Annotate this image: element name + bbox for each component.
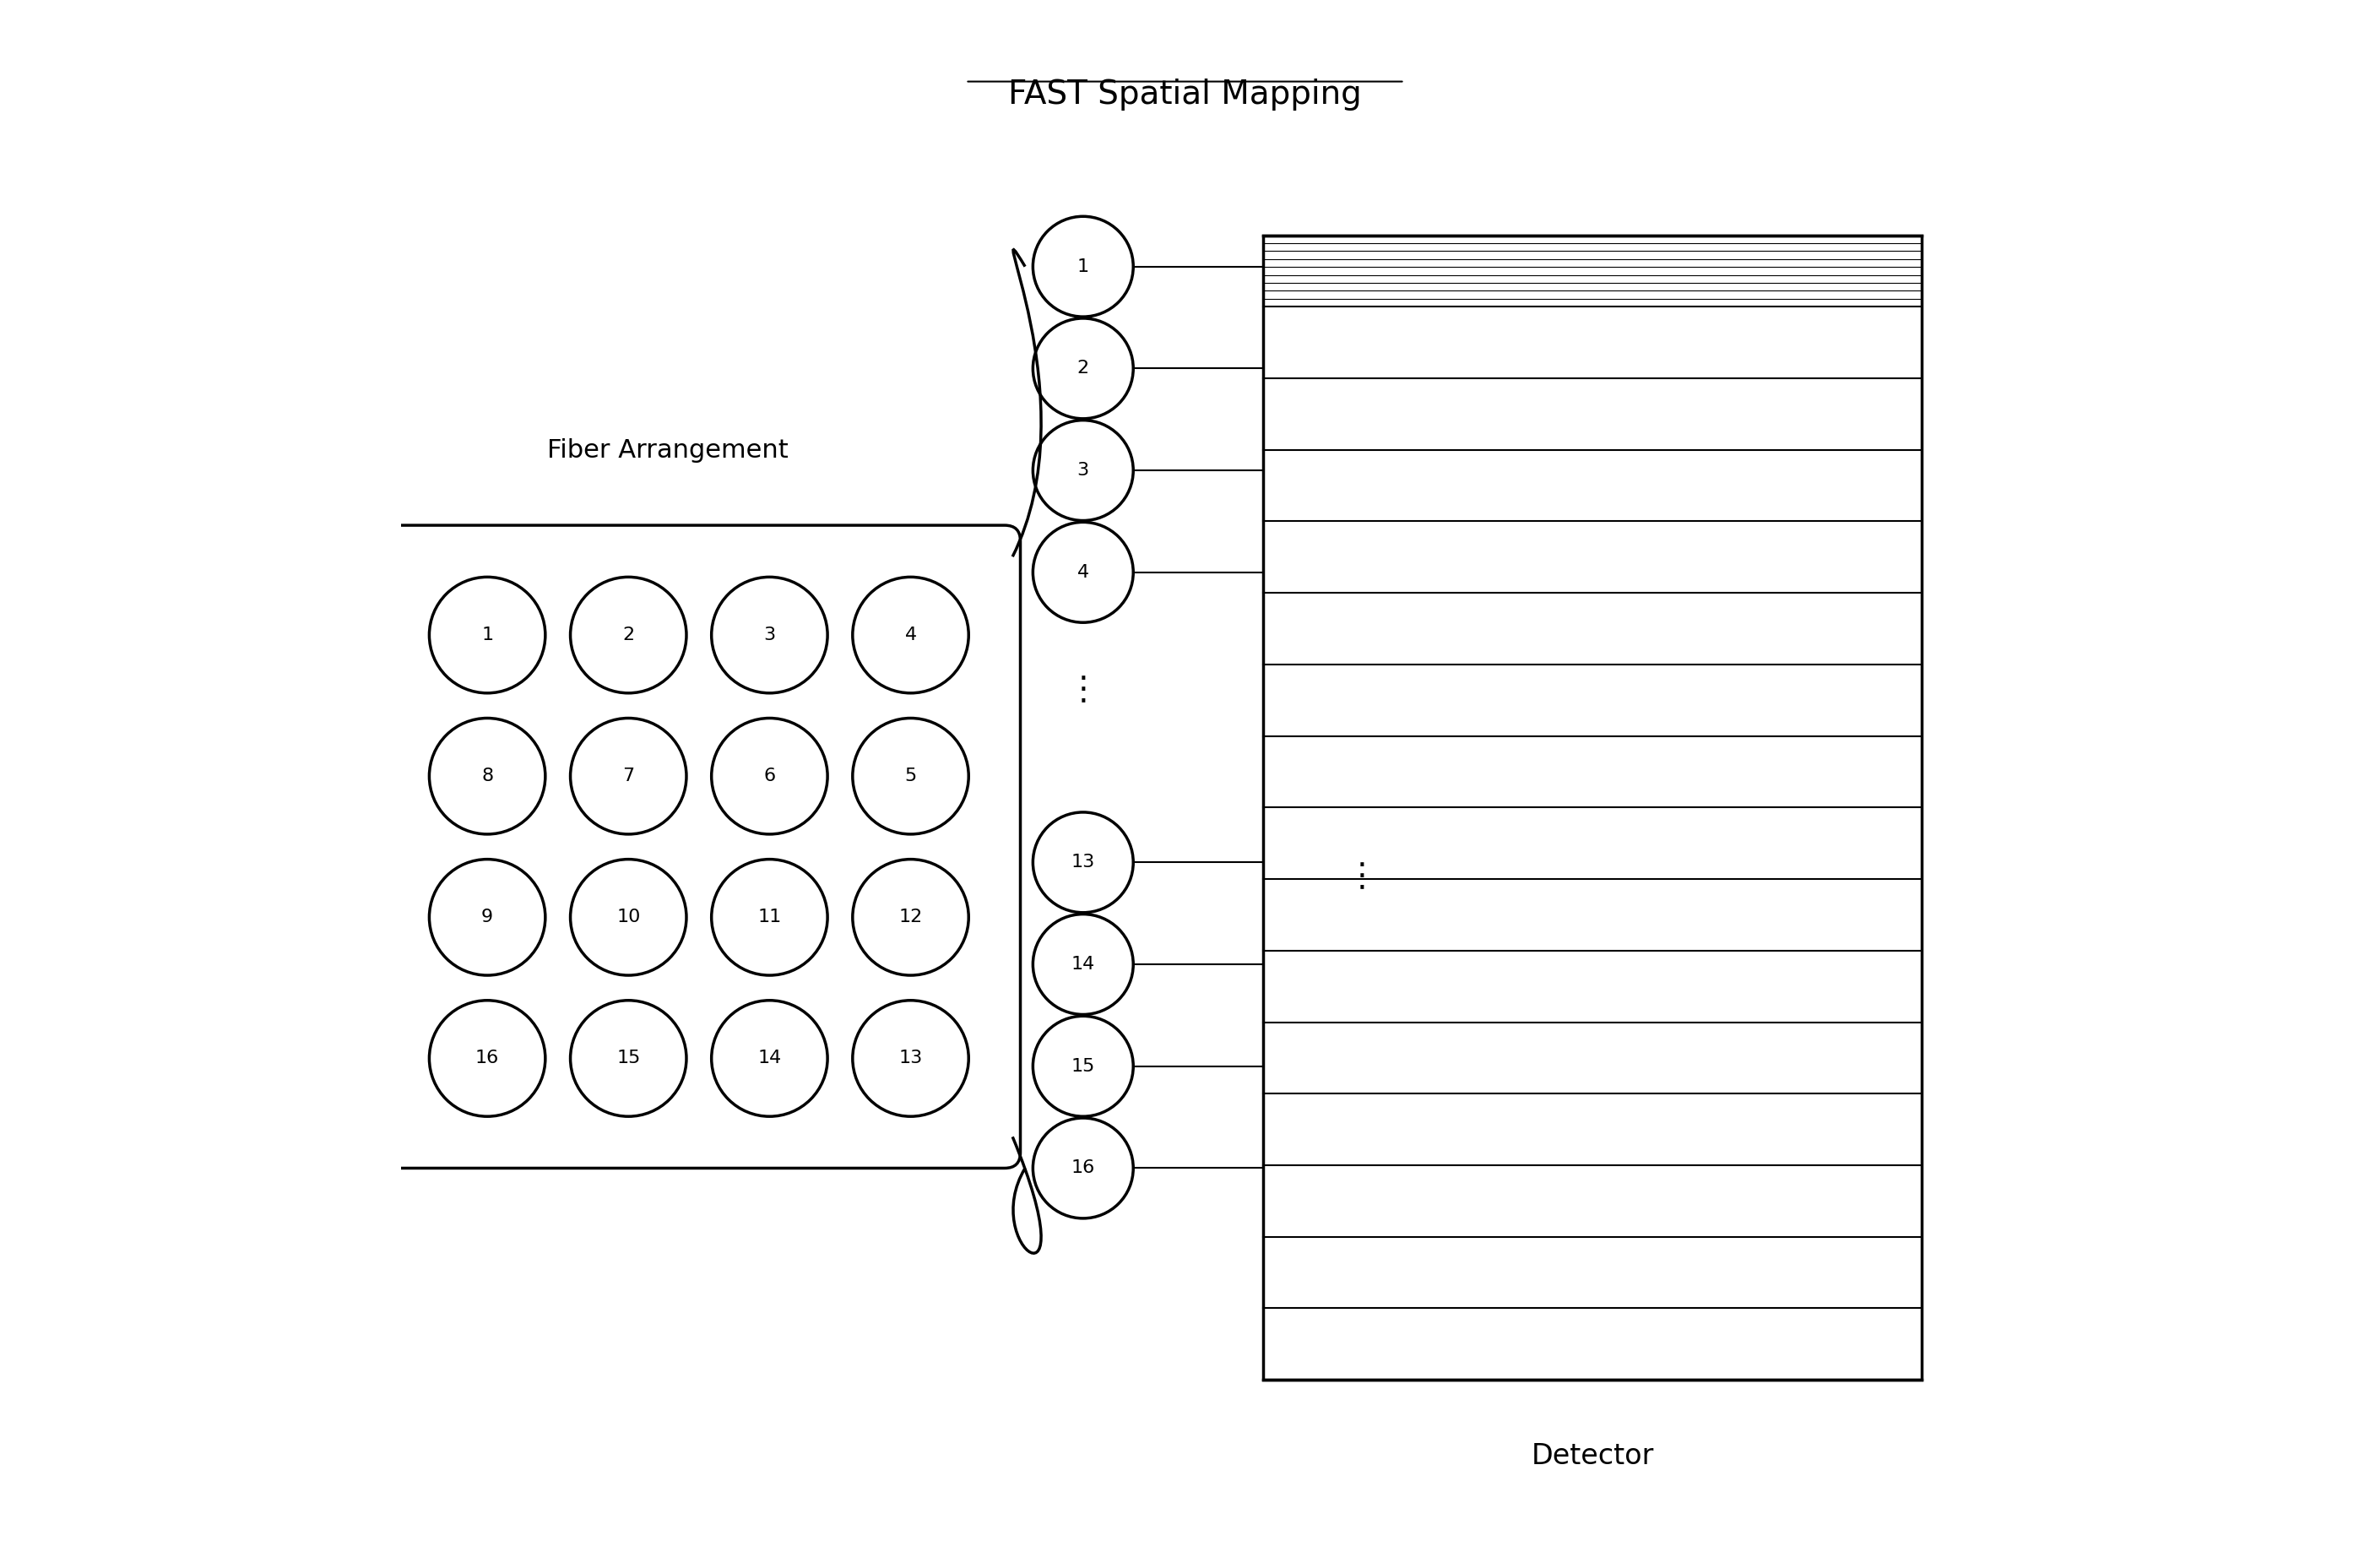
Text: Fiber Arrangement: Fiber Arrangement — [547, 437, 789, 463]
Circle shape — [1033, 914, 1133, 1014]
Text: ⋮: ⋮ — [1346, 861, 1379, 892]
Text: 16: 16 — [1071, 1160, 1095, 1176]
Circle shape — [429, 859, 545, 975]
Text: 2: 2 — [623, 627, 635, 643]
Text: 15: 15 — [616, 1051, 640, 1066]
Circle shape — [571, 859, 687, 975]
Circle shape — [853, 1000, 969, 1116]
Text: 3: 3 — [1076, 463, 1090, 478]
Text: 13: 13 — [1071, 855, 1095, 870]
Circle shape — [571, 1000, 687, 1116]
Text: 12: 12 — [898, 909, 922, 925]
Circle shape — [429, 718, 545, 834]
Circle shape — [711, 577, 827, 693]
Circle shape — [1033, 1118, 1133, 1218]
Circle shape — [853, 577, 969, 693]
Text: 6: 6 — [763, 768, 775, 784]
Text: 5: 5 — [905, 768, 917, 784]
Circle shape — [853, 859, 969, 975]
Text: 8: 8 — [481, 768, 493, 784]
Text: ⋮: ⋮ — [1067, 674, 1100, 706]
Circle shape — [1033, 420, 1133, 521]
Circle shape — [1033, 812, 1133, 913]
Text: 14: 14 — [1071, 956, 1095, 972]
Circle shape — [571, 718, 687, 834]
Text: 13: 13 — [898, 1051, 922, 1066]
Text: FAST Spatial Mapping: FAST Spatial Mapping — [1007, 78, 1363, 110]
Circle shape — [711, 859, 827, 975]
Text: 4: 4 — [905, 627, 917, 643]
Text: 16: 16 — [476, 1051, 500, 1066]
FancyBboxPatch shape — [377, 525, 1021, 1168]
Bar — [1263, 235, 1922, 1380]
Circle shape — [1033, 216, 1133, 317]
Circle shape — [853, 718, 969, 834]
Circle shape — [1033, 522, 1133, 622]
Text: 4: 4 — [1076, 564, 1090, 580]
Circle shape — [1033, 1016, 1133, 1116]
Text: 9: 9 — [481, 909, 493, 925]
Text: 1: 1 — [481, 627, 493, 643]
Circle shape — [711, 718, 827, 834]
Circle shape — [1033, 318, 1133, 419]
Text: 11: 11 — [758, 909, 782, 925]
Text: 14: 14 — [758, 1051, 782, 1066]
Text: 15: 15 — [1071, 1058, 1095, 1074]
Circle shape — [571, 577, 687, 693]
Circle shape — [429, 1000, 545, 1116]
Text: 10: 10 — [616, 909, 640, 925]
Circle shape — [429, 577, 545, 693]
Text: 3: 3 — [763, 627, 775, 643]
Text: Detector: Detector — [1531, 1443, 1654, 1471]
Circle shape — [711, 1000, 827, 1116]
Text: 1: 1 — [1076, 259, 1090, 274]
Text: 2: 2 — [1076, 361, 1090, 376]
Text: 7: 7 — [623, 768, 635, 784]
